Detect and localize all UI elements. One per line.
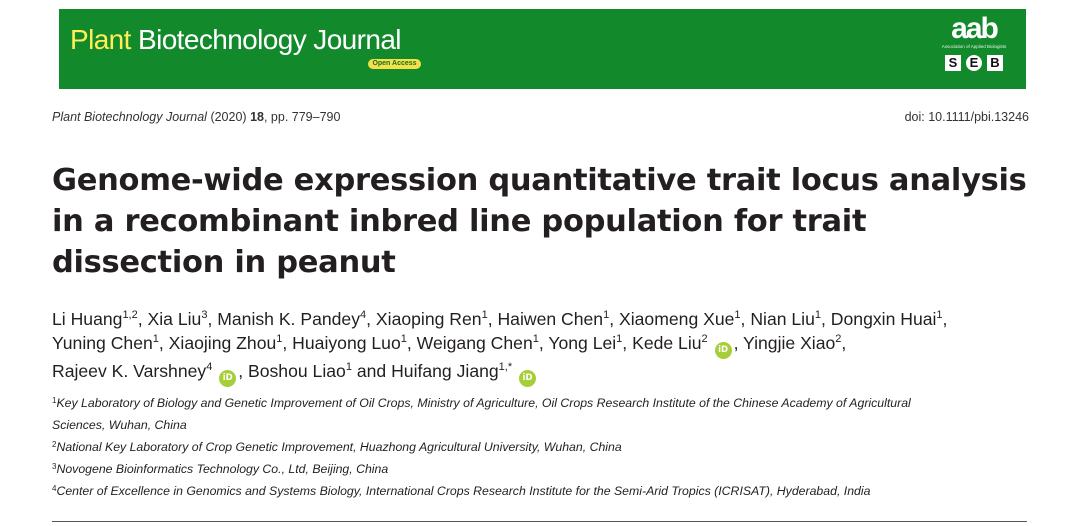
author-separator: ,	[609, 309, 619, 329]
author-name[interactable]: Nian Liu	[750, 309, 815, 329]
affiliation-item: Sciences, Wuhan, China	[52, 414, 1052, 436]
author-list: Li Huang1,2, Xia Liu3, Manish K. Pandey4…	[52, 307, 1052, 387]
author-name[interactable]: Xiaoping Ren	[375, 309, 482, 329]
author-name[interactable]: Huaiyong Luo	[292, 333, 401, 353]
journal-name-plant: Plant	[70, 24, 131, 55]
article-title: Genome-wide expression quantitative trai…	[52, 160, 1042, 283]
author-name[interactable]: Dongxin Huai	[830, 309, 937, 329]
author-separator: ,	[942, 309, 948, 329]
author-affiliation-marker: 1	[532, 333, 539, 345]
citation-pages: , pp. 779–790	[263, 110, 341, 124]
author-separator: ,	[487, 309, 498, 329]
author-line: Rajeev K. Varshney4 iD, Boshou Liao1 and…	[52, 359, 1052, 387]
doi-link[interactable]: doi: 10.1111/pbi.13246	[904, 110, 1029, 124]
author-separator: ,	[366, 309, 376, 329]
affiliation-text: Key Laboratory of Biology and Genetic Im…	[56, 396, 911, 410]
author-separator: ,	[137, 309, 148, 329]
author-affiliation-marker: 1	[814, 309, 822, 321]
author-name[interactable]: Yuning Chen	[52, 333, 153, 353]
affiliation-item: 1Key Laboratory of Biology and Genetic I…	[52, 392, 1052, 414]
author-name[interactable]: Xiaomeng Xue	[619, 309, 735, 329]
author-affiliation-marker: 4	[360, 309, 367, 321]
author-affiliation-marker: 1	[616, 333, 623, 345]
author-affiliation-marker: 1,	[498, 361, 508, 373]
author-name[interactable]: Li Huang	[52, 309, 123, 329]
affiliation-item: 2National Key Laboratory of Crop Genetic…	[52, 436, 1052, 458]
affiliation-list: 1Key Laboratory of Biology and Genetic I…	[52, 392, 1052, 502]
author-name[interactable]: Weigang Chen	[416, 333, 533, 353]
author-affiliation-marker: 1	[734, 309, 741, 321]
affiliation-text: Novogene Bioinformatics Technology Co., …	[56, 462, 389, 476]
author-affiliation-marker: 3	[201, 309, 208, 321]
journal-logo[interactable]: Plant Biotechnology Journal	[70, 24, 402, 56]
affiliation-number: 3	[52, 462, 57, 471]
citation-line: Plant Biotechnology Journal (2020) 18, p…	[52, 110, 340, 124]
section-divider	[52, 521, 1027, 522]
journal-banner: Plant Biotechnology Journal Open Access …	[59, 9, 1026, 89]
author-affiliation-marker: 1,2	[122, 309, 138, 321]
affiliation-number: 1	[52, 396, 57, 405]
affiliation-number: 2	[52, 440, 57, 449]
affiliation-item: 4Center of Excellence in Genomics and Sy…	[52, 480, 1052, 502]
publisher-logos: aab Association of Applied Biologists S …	[934, 12, 1014, 71]
author-affiliation-marker: 1	[481, 309, 488, 321]
author-affiliation-marker: 1	[603, 309, 610, 321]
corresponding-author-marker: *	[507, 361, 513, 373]
author-name[interactable]: Kede Liu	[632, 333, 702, 353]
affiliation-item: 3Novogene Bioinformatics Technology Co.,…	[52, 458, 1052, 480]
author-affiliation-marker: 1	[345, 361, 352, 373]
author-separator: ,	[158, 333, 169, 353]
seb-letter-b: B	[987, 55, 1003, 71]
author-name[interactable]: , Yingjie Xiao	[733, 333, 836, 353]
citation-year: (2020)	[206, 110, 251, 124]
author-name[interactable]: Manish K. Pandey	[217, 309, 361, 329]
title-line: Genome-wide expression quantitative trai…	[52, 163, 1027, 198]
author-affiliation-marker: 2	[835, 333, 842, 345]
title-line: dissection in peanut	[52, 245, 396, 280]
author-separator: ,	[207, 309, 218, 329]
open-access-badge: Open Access	[368, 59, 421, 69]
author-separator: ,	[406, 333, 417, 353]
author-line: Yuning Chen1, Xiaojing Zhou1, Huaiyong L…	[52, 331, 1052, 359]
author-affiliation-marker: 2	[701, 333, 708, 345]
journal-name-rest: Biotechnology Journal	[130, 24, 402, 55]
author-name[interactable]: Haiwen Chen	[497, 309, 604, 329]
author-separator: ,	[740, 309, 751, 329]
affiliation-number: 4	[52, 484, 57, 493]
author-affiliation-marker: 1	[936, 309, 943, 321]
author-separator: ,	[282, 333, 293, 353]
orcid-icon[interactable]: iD	[519, 370, 537, 387]
author-separator: ,	[821, 309, 831, 329]
author-name[interactable]: Rajeev K. Varshney	[52, 361, 207, 381]
seb-logo: S E B	[934, 55, 1014, 71]
citation-journal: Plant Biotechnology Journal	[52, 110, 207, 124]
author-name[interactable]: Yong Lei	[548, 333, 617, 353]
aab-subtitle: Association of Applied Biologists	[941, 44, 1007, 49]
author-affiliation-marker: 1	[276, 333, 283, 345]
author-affiliation-marker: 1	[152, 333, 159, 345]
author-name[interactable]: Xia Liu	[147, 309, 202, 329]
seb-letter-e: E	[966, 55, 982, 71]
author-separator: ,	[538, 333, 549, 353]
orcid-icon[interactable]: iD	[219, 370, 237, 387]
author-separator: and	[351, 361, 392, 381]
author-affiliation-marker: 4	[206, 361, 213, 373]
aab-logo: aab	[951, 12, 999, 45]
affiliation-text: Sciences, Wuhan, China	[52, 418, 187, 432]
author-separator: ,	[622, 333, 633, 353]
title-line: in a recombinant inbred line population …	[52, 204, 867, 239]
affiliation-text: National Key Laboratory of Crop Genetic …	[56, 440, 622, 454]
author-name[interactable]: , Boshou Liao	[238, 361, 346, 381]
author-name[interactable]: Huifang Jiang	[391, 361, 499, 381]
author-name[interactable]: Xiaojing Zhou	[168, 333, 277, 353]
author-separator: ,	[841, 333, 847, 353]
orcid-icon[interactable]: iD	[714, 342, 732, 359]
seb-letter-s: S	[945, 55, 961, 71]
affiliation-text: Center of Excellence in Genomics and Sys…	[56, 484, 871, 498]
author-affiliation-marker: 1	[400, 333, 407, 345]
citation-volume: 18	[250, 110, 264, 124]
author-line: Li Huang1,2, Xia Liu3, Manish K. Pandey4…	[52, 307, 1052, 331]
